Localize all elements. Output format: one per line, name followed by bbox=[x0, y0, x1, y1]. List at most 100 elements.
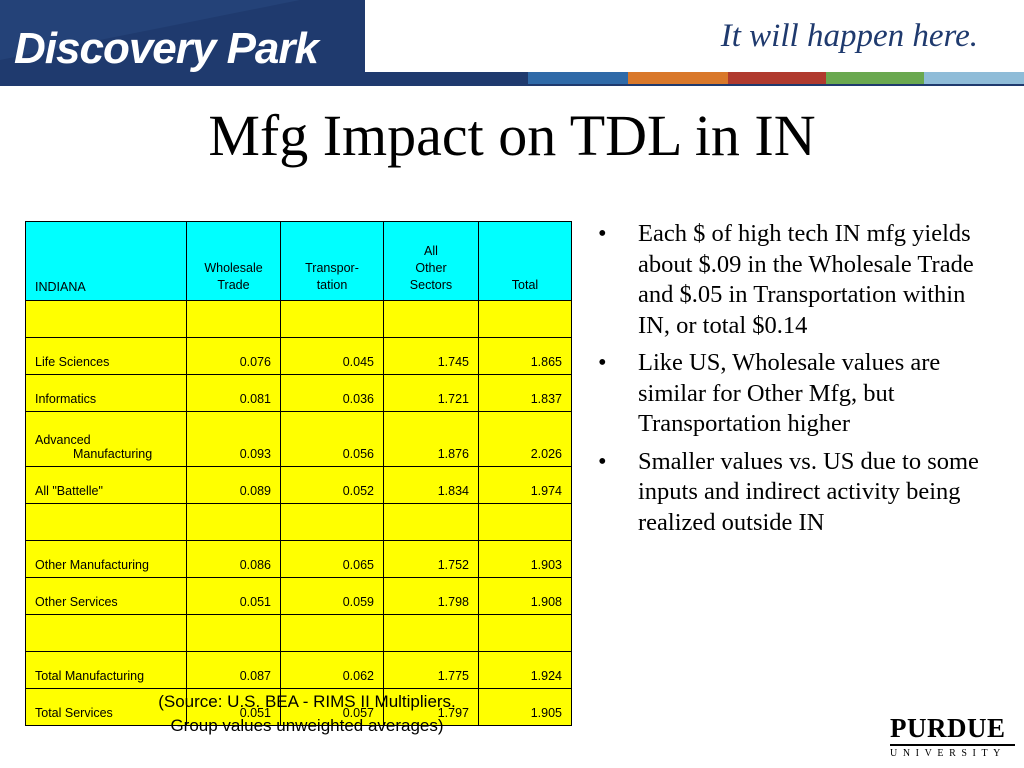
table-cell bbox=[383, 614, 479, 652]
bullet-item: • Like US, Wholesale values are similar f… bbox=[598, 348, 998, 440]
table-cell: 0.093 bbox=[186, 411, 281, 467]
table-cell: 0.081 bbox=[186, 374, 281, 412]
table-row: Advanced Manufacturing 0.093 0.056 1.876 2.02… bbox=[25, 411, 572, 467]
row-label: Other Services bbox=[25, 577, 187, 615]
tagline: It will happen here. bbox=[720, 18, 978, 54]
row-label: Total Manufacturing bbox=[25, 651, 187, 689]
bullet-text: Smaller values vs. US due to some inputs… bbox=[638, 447, 979, 536]
color-bar-navy bbox=[365, 72, 528, 84]
header-other-line-3: Sectors bbox=[409, 278, 453, 292]
table-cell: 1.903 bbox=[478, 540, 572, 578]
row-label: All "Battelle" bbox=[25, 466, 187, 504]
table-cell: 0.051 bbox=[186, 577, 281, 615]
table-header-row: INDIANA Wholesale Trade Transpor-tation A… bbox=[25, 221, 572, 301]
purdue-university-text: UNIVERSITY bbox=[890, 748, 1006, 759]
header-other-line-2: Other bbox=[415, 261, 447, 275]
header-wholesale-line-1: Wholesale bbox=[204, 261, 263, 275]
table-cell: 0.062 bbox=[280, 651, 384, 689]
table-cell bbox=[478, 503, 572, 541]
table-cell: 0.045 bbox=[280, 337, 384, 375]
color-bar-green bbox=[826, 72, 924, 84]
header-total: Total bbox=[478, 221, 572, 301]
row-label-line-2: Manufacturing bbox=[73, 447, 153, 461]
row-label bbox=[25, 300, 187, 338]
purdue-rule bbox=[890, 744, 1015, 746]
bullet-text: Like US, Wholesale values are similar fo… bbox=[638, 349, 941, 437]
table-row: All "Battelle" 0.089 0.052 1.834 1.974 bbox=[25, 466, 572, 504]
table-row: Other Services 0.051 0.059 1.798 1.908 bbox=[25, 577, 572, 615]
table-cell: 1.924 bbox=[478, 651, 572, 689]
table-cell bbox=[383, 503, 479, 541]
table-cell: 1.905 bbox=[478, 688, 572, 726]
row-label: Total Services bbox=[25, 688, 187, 726]
data-table-wrapper: INDIANA Wholesale Trade Transpor-tation A… bbox=[25, 221, 572, 726]
table-cell bbox=[280, 614, 384, 652]
table-cell bbox=[478, 614, 572, 652]
bullet-mark: • bbox=[598, 220, 607, 247]
row-label: Informatics bbox=[25, 374, 187, 412]
slide-title: Mfg Impact on TDL in IN bbox=[208, 103, 816, 168]
table-row bbox=[25, 503, 572, 541]
table-cell: 2.026 bbox=[478, 411, 572, 467]
table-cell: 1.865 bbox=[478, 337, 572, 375]
header-transportation-line-2: tation bbox=[316, 278, 348, 292]
row-label bbox=[25, 614, 187, 652]
table-row: Total Services 0.051 0.057 1.797 1.905 bbox=[25, 688, 572, 726]
table-cell bbox=[280, 503, 384, 541]
table-row: Life Sciences 0.076 0.045 1.745 1.865 bbox=[25, 337, 572, 375]
table-cell: 0.065 bbox=[280, 540, 384, 578]
table-cell: 1.798 bbox=[383, 577, 479, 615]
table-cell bbox=[478, 300, 572, 338]
table-cell bbox=[186, 300, 281, 338]
color-bar-orange bbox=[628, 72, 728, 84]
row-label: Advanced Manufacturing bbox=[25, 411, 187, 467]
table-cell: 0.059 bbox=[280, 577, 384, 615]
header-wholesale-line-2: Trade bbox=[217, 278, 250, 292]
table-cell: 1.752 bbox=[383, 540, 479, 578]
header-other-sectors: All Other Sectors bbox=[383, 221, 479, 301]
purdue-logo: PURDUE UNIVERSITY bbox=[890, 714, 1015, 760]
header-transportation: Transpor-tation bbox=[280, 221, 384, 301]
bullet-list: • Each $ of high tech IN mfg yields about… bbox=[598, 219, 998, 545]
discovery-park-logo: Discovery Park bbox=[14, 24, 319, 73]
table-cell: 0.052 bbox=[280, 466, 384, 504]
table-row: Informatics 0.081 0.036 1.721 1.837 bbox=[25, 374, 572, 412]
row-label: Life Sciences bbox=[25, 337, 187, 375]
table-cell: 0.076 bbox=[186, 337, 281, 375]
purdue-wordmark: PURDUE bbox=[890, 713, 1006, 743]
bullet-mark: • bbox=[598, 447, 607, 475]
table-cell: 1.721 bbox=[383, 374, 479, 412]
table-cell bbox=[186, 503, 281, 541]
table-cell bbox=[186, 614, 281, 652]
table-cell: 0.087 bbox=[186, 651, 281, 689]
table-cell: 0.036 bbox=[280, 374, 384, 412]
table-row bbox=[25, 300, 572, 338]
slide-header: Discovery Park It will happen here. bbox=[0, 0, 1024, 86]
logo-banner bbox=[0, 0, 365, 84]
table-cell: 1.876 bbox=[383, 411, 479, 467]
header-transportation-line-1: Transpor- bbox=[305, 261, 359, 275]
header-other-line-1: All bbox=[424, 244, 438, 258]
color-bar-blue bbox=[528, 72, 628, 84]
row-label bbox=[25, 503, 187, 541]
header-wholesale: Wholesale Trade bbox=[186, 221, 281, 301]
color-bar-red bbox=[728, 72, 826, 84]
table-cell: 0.051 bbox=[186, 688, 281, 726]
color-bar-teal bbox=[924, 72, 1024, 84]
source-line-2: Group values unweighted averages) bbox=[170, 716, 444, 735]
table-cell: 0.089 bbox=[186, 466, 281, 504]
table-cell: 0.086 bbox=[186, 540, 281, 578]
source-line-1: (Source: U.S. BEA - RIMS II Multipliers. bbox=[158, 692, 456, 711]
table-cell: 1.837 bbox=[478, 374, 572, 412]
table-cell: 0.056 bbox=[280, 411, 384, 467]
table-cell: 1.834 bbox=[383, 466, 479, 504]
data-table: INDIANA Wholesale Trade Transpor-tation A… bbox=[25, 221, 572, 726]
header-rule bbox=[0, 84, 1024, 86]
bullet-item: • Smaller values vs. US due to some input… bbox=[598, 447, 998, 539]
table-cell: 1.775 bbox=[383, 651, 479, 689]
row-label: Other Manufacturing bbox=[25, 540, 187, 578]
source-note: (Source: U.S. BEA - RIMS II Multipliers.… bbox=[100, 690, 514, 738]
table-cell: 1.908 bbox=[478, 577, 572, 615]
table-row: Total Manufacturing 0.087 0.062 1.775 1.924 bbox=[25, 651, 572, 689]
bullet-text: Each $ of high tech IN mfg yields about … bbox=[638, 220, 974, 339]
